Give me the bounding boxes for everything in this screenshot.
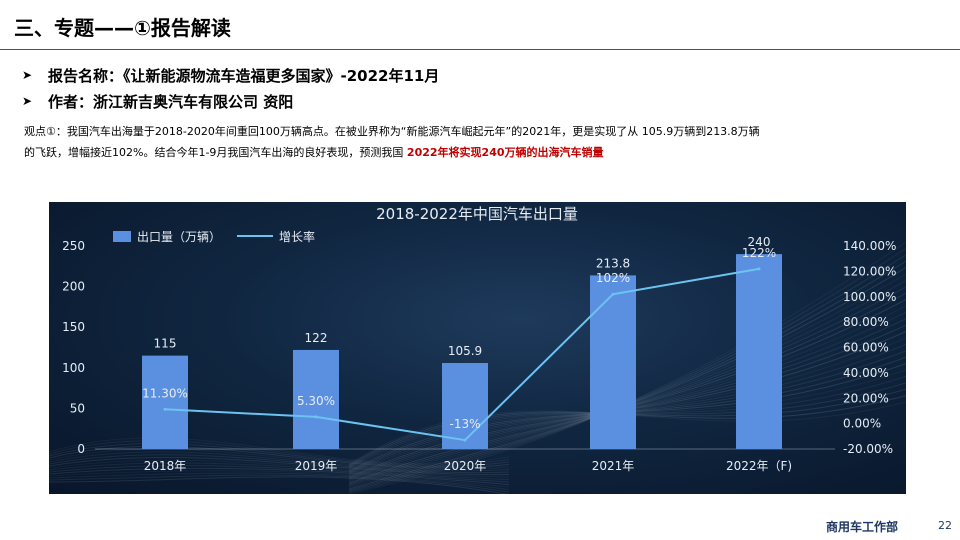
left-axis-tick-label: 200 xyxy=(62,280,85,294)
wave-line xyxy=(49,472,510,490)
growth-rate-point xyxy=(314,415,318,419)
data-labels: 115 122 105.9 213.8 240 11.30% 5.30% -13% 102% 12… xyxy=(142,235,776,431)
wave-line xyxy=(49,443,510,468)
viewpoint-line-2-text: 的飞跃，增幅接近102%。结合今年1-9月我国汽车出海的良好表现，预测我国 xyxy=(24,146,407,159)
report-name-text: 报告名称：《让新能源物流车造福更多国家》-2022年11月 xyxy=(48,66,440,85)
wave-line xyxy=(49,451,510,472)
right-axis-tick-label: 20.00% xyxy=(843,391,889,405)
growth-rate-point xyxy=(757,267,761,271)
title-divider xyxy=(0,49,960,50)
x-axis-tick-label: 2021年 xyxy=(592,459,635,473)
right-axis-tick-label: 120.00% xyxy=(843,264,896,278)
left-axis-tick-label: 50 xyxy=(70,401,85,415)
wave-line xyxy=(49,462,510,480)
legend-line-label: 增长率 xyxy=(279,229,315,244)
chart-legend: 出口量（万辆） 增长率 xyxy=(113,229,315,244)
x-axis-tick-label: 2020年 xyxy=(444,459,487,473)
bar-value-label: 105.9 xyxy=(448,344,482,358)
report-author-bullet: ➤ 作者：浙江新吉奥汽车有限公司 资阳 xyxy=(22,88,439,114)
bar xyxy=(442,363,488,449)
viewpoint-paragraph: 观点①：我国汽车出海量于2018-2020年间重回100万辆高点。在被业界称为“… xyxy=(24,121,944,163)
right-axis-tick-label: 60.00% xyxy=(843,341,889,355)
bar-series xyxy=(142,254,782,449)
legend-bar-swatch xyxy=(113,231,131,242)
footer-department: 商用车工作部 xyxy=(826,520,899,534)
bar xyxy=(590,275,636,449)
left-axis-tick-label: 150 xyxy=(62,320,85,334)
wave-line xyxy=(49,437,510,465)
wave-line xyxy=(49,470,510,488)
wave-line xyxy=(49,454,510,474)
bar xyxy=(293,349,339,449)
left-axis: 0 50 100 150 200 250 xyxy=(62,239,85,456)
export-chart: 2018-2022年中国汽车出口量 出口量（万辆） 增长率 0 50 100 150 2… xyxy=(49,202,906,494)
wave-line xyxy=(49,440,510,466)
growth-rate-point xyxy=(163,407,167,411)
x-axis-tick-label: 2022年（F) xyxy=(726,459,792,473)
bar-value-label: 213.8 xyxy=(596,256,630,270)
wave-line xyxy=(49,445,510,469)
right-axis-tick-label: 140.00% xyxy=(843,239,896,253)
right-axis-tick-label: 80.00% xyxy=(843,315,889,329)
right-axis-tick-label: 100.00% xyxy=(843,290,896,304)
arrow-bullet-icon: ➤ xyxy=(22,94,33,108)
x-axis: 2018年 2019年 2020年 2021年 2022年（F) xyxy=(95,448,835,473)
growth-rate-label: 5.30% xyxy=(297,394,335,408)
viewpoint-line-2: 的飞跃，增幅接近102%。结合今年1-9月我国汽车出海的良好表现，预测我国 20… xyxy=(24,142,944,163)
x-axis-tick-label: 2019年 xyxy=(295,459,338,473)
right-axis-tick-label: 0.00% xyxy=(843,417,881,431)
page-number: 22 xyxy=(938,519,952,532)
bar-value-label: 115 xyxy=(154,337,177,351)
arrow-bullet-icon: ➤ xyxy=(22,68,33,82)
right-axis-tick-label: 40.00% xyxy=(843,366,889,380)
wave-line xyxy=(49,474,510,493)
wave-line xyxy=(49,476,510,494)
growth-rate-label: 122% xyxy=(742,246,776,260)
wave-line xyxy=(49,456,510,476)
wave-line xyxy=(49,448,510,470)
report-author-text: 作者：浙江新吉奥汽车有限公司 资阳 xyxy=(48,92,294,111)
legend-bar-label: 出口量（万辆） xyxy=(137,230,221,244)
bar-value-label: 122 xyxy=(305,331,328,345)
growth-rate-label: -13% xyxy=(449,417,480,431)
report-info-list: ➤ 报告名称：《让新能源物流车造福更多国家》-2022年11月 ➤ 作者：浙江新… xyxy=(22,62,439,114)
growth-rate-point xyxy=(611,292,615,296)
right-axis-tick-label: -20.00% xyxy=(843,442,893,456)
bar-value-label: 240 xyxy=(748,235,771,249)
growth-rate-label: 102% xyxy=(596,271,630,285)
wave-line xyxy=(49,459,510,478)
wave-line xyxy=(49,465,510,483)
viewpoint-highlight: 2022年将实现240万辆的出海汽车销量 xyxy=(406,146,604,159)
left-axis-tick-label: 250 xyxy=(62,239,85,253)
left-axis-tick-label: 0 xyxy=(77,442,85,456)
line-series xyxy=(163,267,761,442)
wave-line xyxy=(49,467,510,485)
slide-title: 三、专题——①报告解读 xyxy=(14,16,231,40)
growth-rate-label: 11.30% xyxy=(142,386,188,400)
report-name-bullet: ➤ 报告名称：《让新能源物流车造福更多国家》-2022年11月 xyxy=(22,62,439,88)
chart-title: 2018-2022年中国汽车出口量 xyxy=(376,205,578,223)
chart-canvas: 2018-2022年中国汽车出口量 出口量（万辆） 增长率 0 50 100 150 2… xyxy=(49,205,906,494)
right-axis: -20.00% 0.00% 20.00% 40.00% 60.00% 80.00% 100.… xyxy=(843,239,896,456)
x-axis-tick-label: 2018年 xyxy=(144,459,187,473)
bar xyxy=(142,355,188,449)
growth-rate-point xyxy=(463,438,467,442)
bar xyxy=(736,254,782,449)
viewpoint-line-1: 观点①：我国汽车出海量于2018-2020年间重回100万辆高点。在被业界称为“… xyxy=(24,125,760,138)
left-axis-tick-label: 100 xyxy=(62,361,85,375)
